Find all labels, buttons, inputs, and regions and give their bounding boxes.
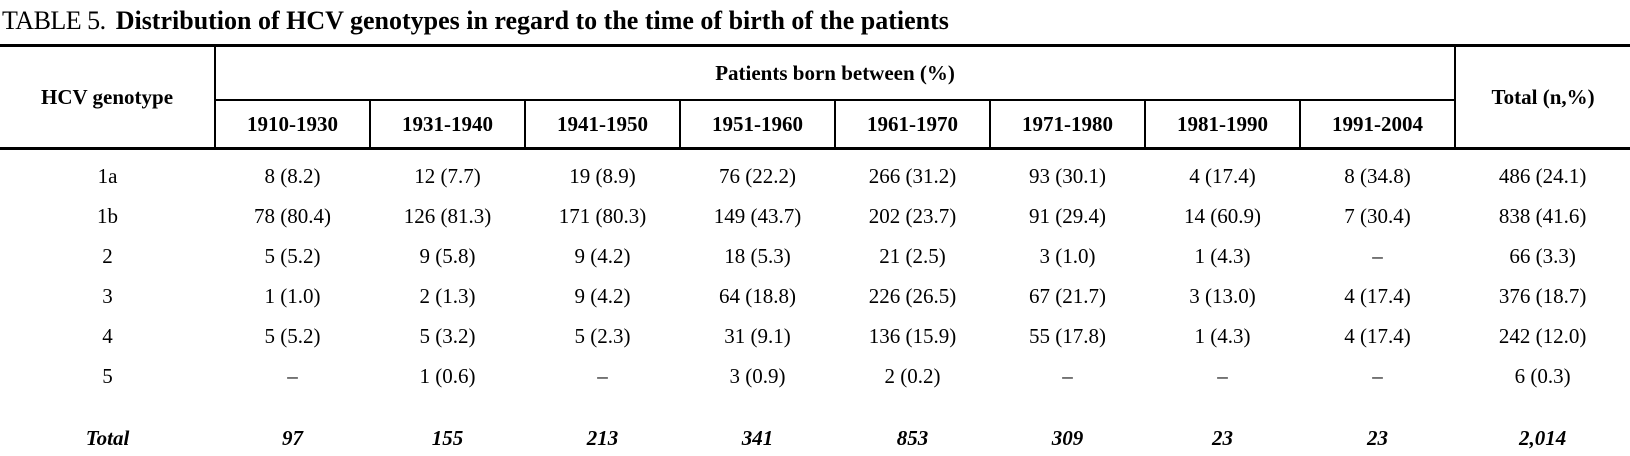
- data-cell: 126 (81.3): [403, 203, 492, 228]
- data-cell: 64 (18.8): [719, 283, 796, 308]
- data-cell: 136 (15.9): [868, 323, 957, 348]
- column-total-cell: 155: [431, 425, 464, 450]
- data-cell: 1 (4.3): [1194, 323, 1251, 348]
- data-cell: 171 (80.3): [558, 203, 647, 228]
- row-total-cell: 66 (3.3): [1509, 243, 1576, 268]
- data-cell: –: [1217, 363, 1228, 388]
- data-cell: 149 (43.7): [713, 203, 802, 228]
- header-hcv-genotype: HCV genotype: [0, 45, 216, 150]
- grand-total-cell: 2,014: [1518, 425, 1567, 450]
- data-cell: 3 (1.0): [1039, 243, 1096, 268]
- table-number: TABLE 5.: [2, 6, 106, 35]
- data-cell: –: [1372, 363, 1383, 388]
- data-cell: 1 (1.0): [264, 283, 321, 308]
- header-decade: 1961-1970: [834, 100, 990, 150]
- column-total-cell: 853: [896, 425, 929, 450]
- header-decade: 1941-1950: [524, 100, 680, 150]
- genotype-label: 1b: [97, 203, 118, 228]
- row-total-cell: 242 (12.0): [1498, 323, 1587, 348]
- table-row: 5 – 1 (0.6) – 3 (0.9) 2 (0.2) – – – 6 (0…: [0, 356, 1630, 396]
- data-cell: 9 (4.2): [574, 283, 631, 308]
- data-cell: 5 (3.2): [419, 323, 476, 348]
- data-cell: –: [1062, 363, 1073, 388]
- column-total-cell: 97: [282, 425, 303, 450]
- data-cell: 78 (80.4): [254, 203, 331, 228]
- data-cell: 4 (17.4): [1344, 323, 1411, 348]
- data-cell: 8 (8.2): [264, 163, 321, 188]
- table-row: 3 1 (1.0) 2 (1.3) 9 (4.2) 64 (18.8) 226 …: [0, 276, 1630, 316]
- header-decade: 1991-2004: [1298, 100, 1456, 150]
- data-cell: 4 (17.4): [1189, 163, 1256, 188]
- header-row-decades: 1910-1930 1931-1940 1941-1950 1951-1960 …: [0, 100, 1630, 150]
- total-row: Total 97 155 213 341 853 309 23 23 2,014: [0, 396, 1630, 456]
- data-cell: 14 (60.9): [1184, 203, 1261, 228]
- data-cell: 5 (2.3): [574, 323, 631, 348]
- data-cell: 226 (26.5): [868, 283, 957, 308]
- data-cell: 76 (22.2): [719, 163, 796, 188]
- table-title: Distribution of HCV genotypes in regard …: [115, 6, 949, 35]
- data-cell: 18 (5.3): [724, 243, 791, 268]
- data-cell: 12 (7.7): [414, 163, 481, 188]
- data-cell: 5 (5.2): [264, 323, 321, 348]
- genotype-label: 1a: [97, 163, 118, 188]
- header-decade: 1910-1930: [215, 100, 370, 150]
- header-decade: 1981-1990: [1144, 100, 1300, 150]
- row-total-cell: 838 (41.6): [1498, 203, 1587, 228]
- hcv-genotype-table: HCV genotype Patients born between (%) T…: [0, 44, 1630, 456]
- column-total-cell: 213: [586, 425, 619, 450]
- header-total: Total (n,%): [1454, 45, 1630, 150]
- table-row: 1a 8 (8.2) 12 (7.7) 19 (8.9) 76 (22.2) 2…: [0, 149, 1630, 197]
- table-caption: TABLE 5. Distribution of HCV genotypes in…: [0, 0, 1630, 44]
- data-cell: 1 (0.6): [419, 363, 476, 388]
- data-cell: 91 (29.4): [1029, 203, 1106, 228]
- data-cell: 55 (17.8): [1029, 323, 1106, 348]
- data-cell: 67 (21.7): [1029, 283, 1106, 308]
- genotype-label: 3: [102, 283, 113, 308]
- data-cell: 7 (30.4): [1344, 203, 1411, 228]
- table-row: 1b 78 (80.4) 126 (81.3) 171 (80.3) 149 (…: [0, 196, 1630, 236]
- data-cell: 2 (1.3): [419, 283, 476, 308]
- data-cell: –: [597, 363, 608, 388]
- data-cell: 266 (31.2): [868, 163, 957, 188]
- data-cell: –: [287, 363, 298, 388]
- data-cell: 31 (9.1): [724, 323, 791, 348]
- data-cell: 8 (34.8): [1344, 163, 1411, 188]
- header-decade: 1971-1980: [989, 100, 1145, 150]
- data-cell: –: [1372, 243, 1383, 268]
- data-cell: 3 (0.9): [729, 363, 786, 388]
- total-row-label: Total: [85, 425, 130, 450]
- genotype-label: 4: [102, 323, 113, 348]
- row-total-cell: 6 (0.3): [1514, 363, 1571, 388]
- header-row-group: HCV genotype Patients born between (%) T…: [0, 45, 1630, 150]
- data-cell: 5 (5.2): [264, 243, 321, 268]
- header-patients-born-between: Patients born between (%): [215, 45, 1456, 101]
- table-row: 2 5 (5.2) 9 (5.8) 9 (4.2) 18 (5.3) 21 (2…: [0, 236, 1630, 276]
- header-decade: 1951-1960: [679, 100, 835, 150]
- header-decade: 1931-1940: [369, 100, 525, 150]
- data-cell: 9 (4.2): [574, 243, 631, 268]
- data-cell: 21 (2.5): [879, 243, 946, 268]
- genotype-label: 5: [102, 363, 113, 388]
- column-total-cell: 23: [1367, 425, 1389, 450]
- data-cell: 3 (13.0): [1189, 283, 1256, 308]
- data-cell: 2 (0.2): [884, 363, 941, 388]
- data-cell: 19 (8.9): [569, 163, 636, 188]
- column-total-cell: 341: [741, 425, 774, 450]
- data-cell: 4 (17.4): [1344, 283, 1411, 308]
- column-total-cell: 23: [1212, 425, 1233, 450]
- data-cell: 93 (30.1): [1029, 163, 1106, 188]
- table-row: 4 5 (5.2) 5 (3.2) 5 (2.3) 31 (9.1) 136 (…: [0, 316, 1630, 356]
- row-total-cell: 486 (24.1): [1498, 163, 1587, 188]
- genotype-label: 2: [102, 243, 113, 268]
- row-total-cell: 376 (18.7): [1498, 283, 1587, 308]
- data-cell: 202 (23.7): [868, 203, 957, 228]
- column-total-cell: 309: [1051, 425, 1084, 450]
- data-cell: 1 (4.3): [1194, 243, 1251, 268]
- data-cell: 9 (5.8): [419, 243, 476, 268]
